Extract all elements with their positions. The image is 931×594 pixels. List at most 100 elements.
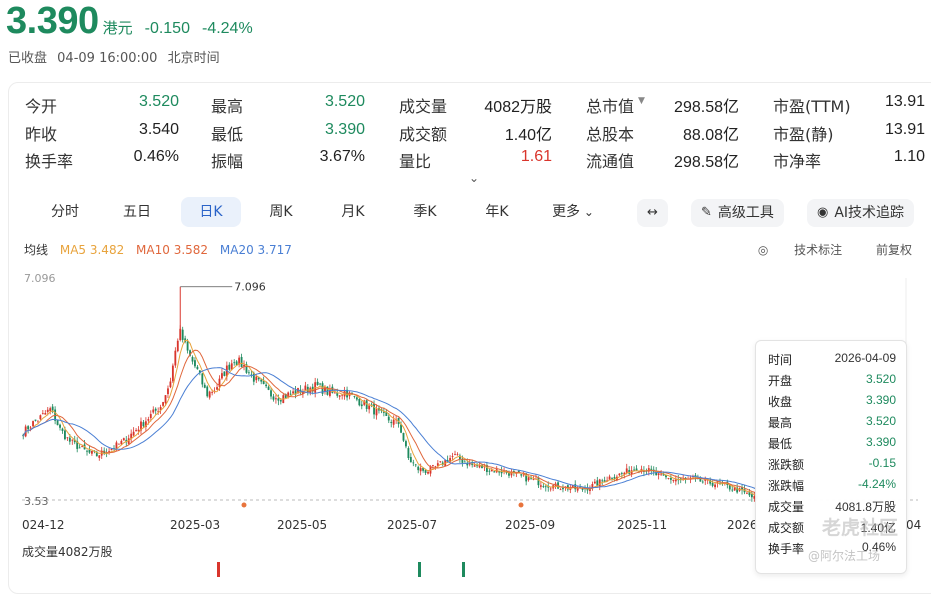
tab-3[interactable]: 周K	[253, 197, 309, 227]
candle-body	[252, 372, 255, 382]
stat-label[interactable]: 总市值	[586, 97, 635, 116]
candle-body	[189, 350, 191, 356]
candle-body	[223, 371, 226, 376]
candle-body	[655, 471, 658, 476]
candle-body	[606, 480, 609, 482]
tooltip-row: 最高 3.520	[768, 414, 896, 434]
candle-body	[211, 392, 214, 394]
candle-body	[473, 465, 476, 467]
tooltip-row: 涨跌幅 -4.24%	[768, 477, 896, 497]
candle-body	[373, 403, 375, 415]
tab-label: 五日	[123, 204, 151, 220]
candle-body	[510, 471, 513, 476]
stat-value: 298.58亿	[674, 154, 739, 171]
stat-value: 88.08亿	[682, 127, 739, 144]
x-tick-label: 04	[906, 518, 921, 532]
candle-body	[522, 474, 525, 476]
tab-5[interactable]: 季K	[397, 197, 453, 227]
candle-body	[306, 386, 309, 392]
tab-4[interactable]: 月K	[325, 197, 381, 227]
candle-body	[86, 450, 88, 452]
candle-body	[741, 486, 743, 491]
candle-body	[625, 468, 628, 474]
candle-body	[449, 458, 452, 463]
candle-body	[159, 406, 162, 411]
candle-body	[598, 479, 601, 487]
tooltip-row: 成交额 1.40亿	[768, 519, 896, 539]
candle-body	[68, 437, 71, 442]
tool-button-0[interactable]: ↔	[637, 199, 668, 227]
stat-label: 量比	[399, 152, 432, 171]
candle-body	[650, 468, 653, 471]
candle-body	[201, 373, 204, 385]
candle-body	[456, 454, 459, 456]
stat-label: 昨收	[25, 125, 58, 144]
stat-label: 流通值	[586, 152, 635, 171]
tab-1[interactable]: 五日	[109, 197, 165, 227]
price-change: -0.150	[144, 20, 190, 37]
tab-label: 更多	[552, 204, 581, 220]
candle-body	[301, 391, 304, 394]
candle-body	[230, 363, 233, 370]
event-dot	[241, 502, 247, 508]
candle-body	[248, 372, 250, 374]
candle-body	[596, 480, 599, 486]
tooltip-value: 2026-04-09	[834, 351, 896, 365]
candle-body	[679, 478, 682, 480]
tab-7[interactable]: 更多 ⌄	[541, 197, 605, 227]
tech-annotation-toggle[interactable]: ◎ 技术标注	[744, 243, 850, 257]
candle-body	[608, 476, 611, 480]
candle-body	[748, 492, 751, 496]
adjust-mode-toggle[interactable]: 前复权	[875, 243, 912, 257]
stat-label: 换手率	[25, 152, 74, 171]
candle-body	[59, 424, 61, 428]
candle-body	[64, 430, 66, 440]
tool-label: AI技术追踪	[834, 205, 905, 221]
candle-body	[76, 440, 79, 449]
candle-body	[353, 396, 356, 397]
candle-body	[478, 464, 481, 468]
candle-body	[235, 361, 238, 366]
candle-body	[701, 481, 704, 483]
expand-stats-chevron-icon[interactable]: ⌄	[469, 171, 480, 185]
candle-body	[198, 370, 201, 374]
candle-body	[532, 479, 535, 480]
candle-body	[544, 486, 547, 488]
watermark-author: @阿尔法工场	[808, 549, 881, 563]
tooltip-row: 收盘 3.390	[768, 393, 896, 413]
candle-body	[181, 329, 184, 340]
caret-down-icon[interactable]: ▼	[638, 96, 645, 106]
candle-body	[78, 447, 81, 449]
candle-body	[358, 399, 361, 406]
candle-body	[171, 365, 174, 382]
candle-body	[490, 469, 493, 472]
candle-body	[137, 429, 140, 432]
candle-body	[56, 420, 59, 426]
candle-body	[674, 479, 677, 482]
candle-body	[581, 488, 584, 490]
stat-value: 1.40亿	[504, 127, 552, 144]
candle-body	[409, 456, 412, 463]
tooltip-key: 成交额	[768, 521, 805, 535]
tab-label: 周K	[269, 204, 293, 220]
tab-6[interactable]: 年K	[469, 197, 525, 227]
candle-body	[392, 419, 395, 425]
stat-value: 3.67%	[319, 148, 365, 165]
tooltip-value: 4081.8万股	[835, 500, 896, 514]
candle-body	[260, 379, 263, 382]
tool-button-2[interactable]: ◉ AI技术追踪	[807, 199, 915, 227]
candle-body	[731, 489, 734, 491]
tab-0[interactable]: 分时	[37, 197, 93, 227]
stat-label: 总股本	[586, 125, 635, 144]
x-tick-label: 2025-09	[505, 518, 555, 532]
candle-body	[628, 470, 631, 474]
candle-body	[71, 439, 74, 441]
tool-button-1[interactable]: ✎ 高级工具	[691, 199, 784, 227]
candle-body	[267, 386, 270, 390]
tooltip-key: 开盘	[768, 374, 793, 388]
candle-body	[520, 474, 523, 476]
x-tick-label: 2026	[727, 518, 758, 532]
tab-2[interactable]: 日K	[181, 197, 241, 227]
candle-body	[569, 488, 572, 491]
tab-label: 月K	[341, 204, 365, 220]
